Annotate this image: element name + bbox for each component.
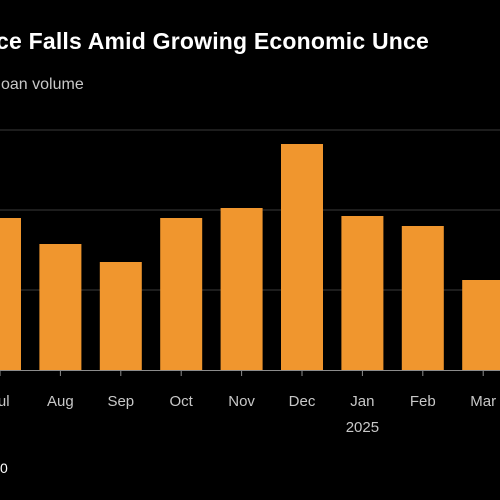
x-tick-label-feb: Feb [410, 393, 436, 410]
x-year-label-2025: 2025 [346, 419, 379, 436]
bar-jan [341, 216, 384, 370]
chart-subtitle: oan volume [1, 76, 84, 93]
bar-aug [39, 244, 82, 370]
x-axis [0, 370, 500, 376]
x-tick-label-aug: Aug [47, 393, 74, 410]
bar-nov [220, 208, 263, 370]
x-tick-label-dec: Dec [289, 393, 316, 410]
chart-title: ce Falls Amid Growing Economic Unce [0, 28, 430, 54]
x-tick-label-jan: Jan [350, 393, 374, 410]
x-tick-label-oct: Oct [170, 393, 194, 410]
source-mark: 0 [0, 460, 8, 476]
bar-mar [462, 280, 500, 370]
x-tick-label-sep: Sep [107, 393, 134, 410]
x-tick-label-nov: Nov [228, 393, 255, 410]
bar-dec [281, 144, 323, 370]
bar-sep [99, 262, 142, 370]
bar-jul [0, 218, 21, 370]
bar-feb [401, 226, 444, 370]
x-tick-labels: Jul Aug Sep Oct Nov Dec Jan 2025 Feb Mar [0, 393, 496, 436]
bar-oct [160, 218, 203, 370]
bars [0, 144, 500, 370]
x-tick-label-jul: Jul [0, 393, 10, 410]
x-tick-label-mar: Mar [470, 393, 496, 410]
